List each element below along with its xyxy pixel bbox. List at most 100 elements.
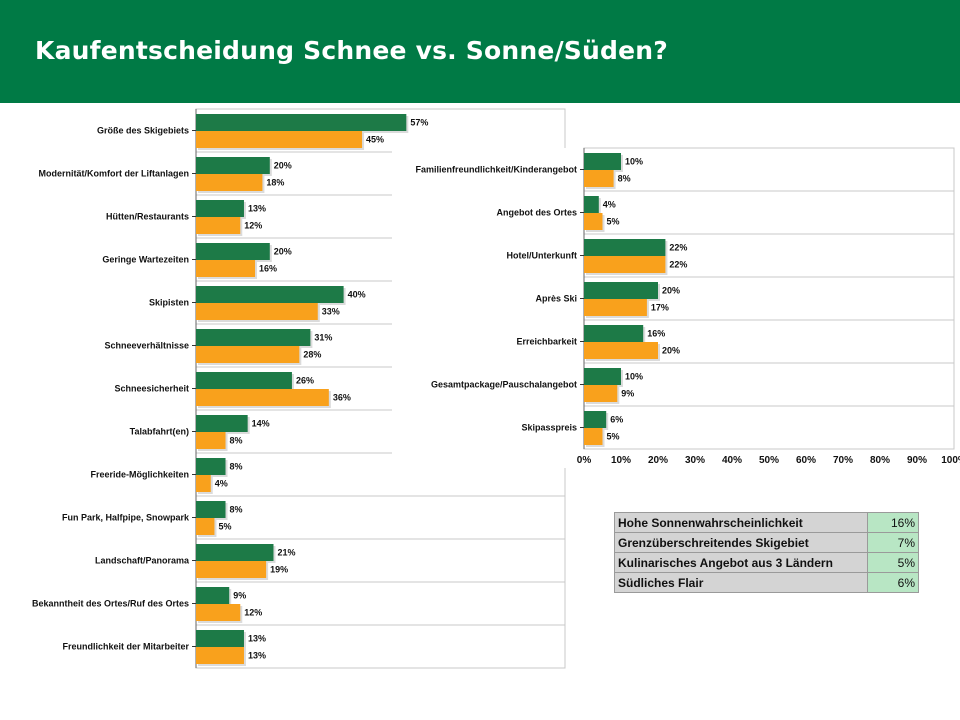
x-tick-label: 30%	[685, 455, 705, 466]
data-label: 18%	[266, 178, 284, 188]
bar-orange	[196, 432, 226, 449]
category-label: Landschaft/Panorama	[95, 556, 190, 566]
bar-orange	[196, 260, 256, 277]
data-label: 22%	[669, 260, 687, 270]
data-label: 5%	[607, 217, 620, 227]
data-label: 31%	[314, 333, 332, 343]
data-label: 21%	[277, 548, 295, 558]
bar-green	[196, 458, 226, 475]
table-row: Hohe Sonnenwahrscheinlichkeit 16%	[614, 512, 919, 533]
data-label: 8%	[618, 174, 631, 184]
category-label: Geringe Wartezeiten	[102, 255, 189, 265]
table-row: Südliches Flair 6%	[614, 572, 919, 593]
data-label: 20%	[662, 346, 680, 356]
data-label: 5%	[607, 432, 620, 442]
data-label: 12%	[244, 221, 262, 231]
bar-orange	[584, 342, 658, 359]
category-label: Größe des Skigebiets	[97, 126, 189, 136]
x-tick-label: 60%	[796, 455, 816, 466]
data-label: 4%	[215, 479, 228, 489]
table-row: Kulinarisches Angebot aus 3 Ländern 5%	[614, 552, 919, 573]
bar-green	[584, 239, 666, 256]
x-tick-label: 70%	[833, 455, 853, 466]
data-label: 20%	[274, 247, 292, 257]
bar-orange	[196, 303, 318, 320]
category-label: Hütten/Restaurants	[106, 212, 189, 222]
category-label: Freundlichkeit der Mitarbeiter	[62, 642, 189, 652]
data-label: 28%	[303, 350, 321, 360]
bar-green	[196, 415, 248, 432]
table-label: Kulinarisches Angebot aus 3 Ländern	[614, 552, 868, 573]
category-label: Hotel/Unterkunft	[507, 251, 578, 261]
data-label: 8%	[230, 505, 243, 515]
bar-orange	[584, 299, 647, 316]
bar-orange	[584, 213, 603, 230]
data-label: 57%	[410, 118, 428, 128]
data-label: 9%	[233, 591, 246, 601]
bar-green	[196, 329, 311, 346]
category-label: Familienfreundlichkeit/Kinderangebot	[415, 165, 577, 175]
category-label: Schneeverhältnisse	[104, 341, 189, 351]
table-value: 7%	[867, 532, 919, 553]
category-label: Schneesicherheit	[114, 384, 189, 394]
x-tick-label: 90%	[907, 455, 927, 466]
data-label: 8%	[230, 436, 243, 446]
data-label: 17%	[651, 303, 669, 313]
category-label: Talabfahrt(en)	[130, 427, 189, 437]
category-label: Erreichbarkeit	[516, 337, 577, 347]
bar-orange	[584, 256, 666, 273]
bar-green	[196, 501, 226, 518]
data-label: 8%	[230, 462, 243, 472]
bar-green	[196, 157, 270, 174]
table-value: 16%	[867, 512, 919, 533]
extra-factors-table: Hohe Sonnenwahrscheinlichkeit 16% Grenzübe…	[614, 512, 919, 593]
bar-orange	[584, 385, 618, 402]
data-label: 40%	[348, 290, 366, 300]
bar-green	[196, 630, 244, 647]
data-label: 10%	[625, 372, 643, 382]
bar-orange	[196, 131, 363, 148]
category-label: Gesamtpackage/Pauschalangebot	[431, 380, 577, 390]
category-label: Angebot des Ortes	[496, 208, 577, 218]
table-row: Grenzüberschreitendes Skigebiet 7%	[614, 532, 919, 553]
bar-green	[196, 587, 230, 604]
category-label: Fun Park, Halfpipe, Snowpark	[62, 513, 190, 523]
data-label: 20%	[274, 161, 292, 171]
x-tick-label: 40%	[722, 455, 742, 466]
bar-orange	[196, 346, 300, 363]
bar-green	[584, 368, 621, 385]
bar-green	[196, 544, 274, 561]
x-tick-label: 80%	[870, 455, 890, 466]
bar-green	[584, 411, 607, 428]
table-label: Grenzüberschreitendes Skigebiet	[614, 532, 868, 553]
data-label: 45%	[366, 135, 384, 145]
data-label: 13%	[248, 634, 266, 644]
x-tick-label: 20%	[648, 455, 668, 466]
page-title: Kaufentscheidung Schnee vs. Sonne/Süden?	[35, 36, 668, 65]
data-label: 36%	[333, 393, 351, 403]
bar-green	[196, 372, 292, 389]
x-tick-label: 50%	[759, 455, 779, 466]
bar-orange	[196, 604, 241, 621]
data-label: 4%	[603, 200, 616, 210]
bar-green	[196, 286, 344, 303]
data-label: 10%	[625, 157, 643, 167]
table-label: Hohe Sonnenwahrscheinlichkeit	[614, 512, 868, 533]
bar-green	[196, 114, 407, 131]
data-label: 13%	[248, 204, 266, 214]
bar-orange	[196, 561, 267, 578]
data-label: 9%	[621, 389, 634, 399]
bar-orange	[196, 518, 215, 535]
bar-green	[584, 282, 658, 299]
x-tick-label: 100%	[941, 455, 960, 466]
category-label: Modernität/Komfort der Liftanlagen	[39, 169, 190, 179]
table-value: 5%	[867, 552, 919, 573]
bar-green	[196, 200, 244, 217]
data-label: 6%	[610, 415, 623, 425]
category-label: Skipasspreis	[521, 423, 577, 433]
data-label: 19%	[270, 565, 288, 575]
x-tick-label: 10%	[611, 455, 631, 466]
data-label: 14%	[252, 419, 270, 429]
data-label: 13%	[248, 651, 266, 661]
